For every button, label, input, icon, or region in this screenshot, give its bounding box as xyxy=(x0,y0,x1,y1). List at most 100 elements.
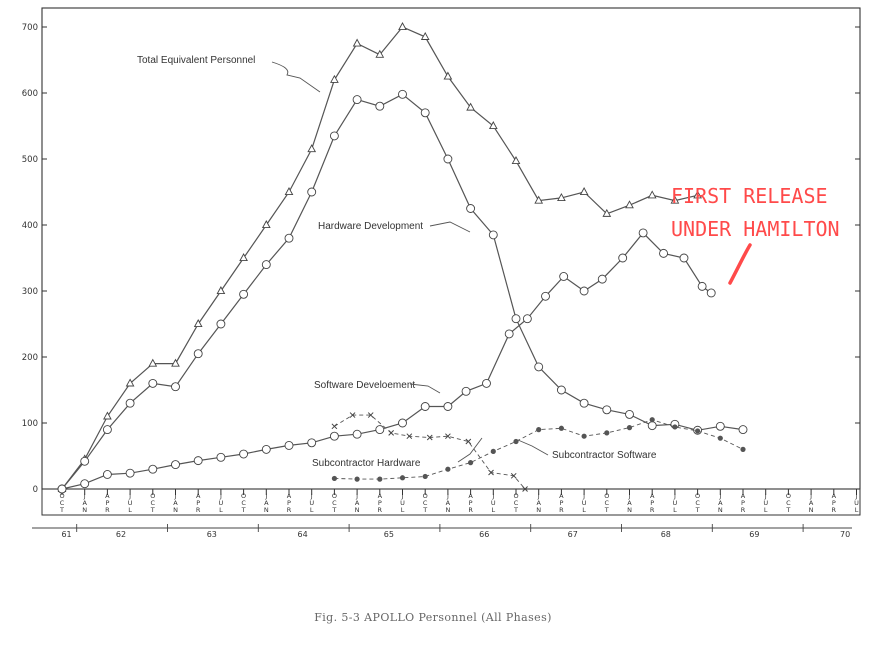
data-point xyxy=(284,187,294,196)
data-point xyxy=(558,425,565,431)
data-point xyxy=(331,475,337,482)
data-point xyxy=(618,253,628,263)
year-label: 67 xyxy=(568,530,578,539)
data-point xyxy=(80,479,90,489)
data-point xyxy=(534,195,544,204)
highlight-pointer xyxy=(728,243,752,285)
highlight-line-1: FIRST RELEASE xyxy=(671,184,828,208)
series-software-development xyxy=(57,228,716,494)
data-point xyxy=(557,193,566,201)
y-tick-label: 300 xyxy=(22,287,38,297)
series-line xyxy=(61,93,744,490)
data-point xyxy=(171,382,180,392)
data-point xyxy=(307,187,317,197)
data-point xyxy=(398,22,407,31)
data-point xyxy=(216,286,226,295)
data-point xyxy=(482,378,491,388)
y-axis: 0 100 200 300 400 500 600 700 xyxy=(22,23,860,495)
year-label: 68 xyxy=(661,530,671,539)
data-point xyxy=(466,204,476,213)
data-point xyxy=(352,38,362,47)
y-tick-label: 100 xyxy=(22,419,38,429)
series-subcontractor-software xyxy=(331,417,746,482)
annotation-subcontractor-hardware: Subcontractor Hardware xyxy=(312,458,421,469)
data-point xyxy=(330,74,339,83)
data-point xyxy=(398,89,407,99)
data-point xyxy=(579,398,589,408)
data-point xyxy=(466,102,475,111)
data-point xyxy=(171,460,180,470)
data-point xyxy=(354,476,360,482)
data-point xyxy=(465,438,472,445)
data-point xyxy=(511,156,521,165)
data-point xyxy=(602,208,612,217)
data-point xyxy=(406,433,413,440)
data-point xyxy=(536,427,542,433)
data-point xyxy=(329,131,339,141)
data-point xyxy=(522,486,528,492)
data-point xyxy=(148,358,158,367)
data-point xyxy=(80,456,90,466)
year-label: 64 xyxy=(298,530,308,539)
data-point xyxy=(522,314,532,324)
data-point xyxy=(307,144,317,153)
data-point xyxy=(445,433,451,440)
annotation-subcontractor-software: Subcontractor Software xyxy=(552,450,657,461)
figure-caption: Fig. 5-3 APOLLO Personnel (All Phases) xyxy=(314,611,552,624)
series-layer xyxy=(57,22,748,494)
data-point xyxy=(697,281,707,291)
data-point xyxy=(388,430,395,436)
data-point xyxy=(679,253,689,263)
data-point xyxy=(284,233,294,243)
data-point xyxy=(193,349,203,359)
y-tick-label: 200 xyxy=(22,353,38,363)
data-point xyxy=(513,438,519,445)
data-point xyxy=(193,456,203,466)
data-point xyxy=(375,101,385,111)
data-point xyxy=(604,430,610,436)
series-hardware-development xyxy=(57,89,748,494)
year-label: 65 xyxy=(384,530,394,539)
data-point xyxy=(148,464,158,474)
data-point xyxy=(443,154,453,164)
data-point xyxy=(670,195,680,204)
data-point xyxy=(625,409,634,419)
data-point xyxy=(581,433,587,439)
y-tick-label: 700 xyxy=(22,23,38,33)
data-point xyxy=(672,424,678,430)
y-tick-label: 500 xyxy=(22,155,38,165)
series-total-equivalent-personnel xyxy=(57,22,702,493)
data-point xyxy=(331,423,338,430)
data-point xyxy=(740,446,746,452)
series-line xyxy=(334,414,526,490)
data-point xyxy=(57,484,67,494)
data-point xyxy=(375,49,385,58)
data-point xyxy=(171,358,180,367)
data-point xyxy=(695,428,701,434)
data-point xyxy=(261,444,271,454)
year-label: 69 xyxy=(749,530,759,539)
annotation-hardware-development: Hardware Development xyxy=(318,221,423,232)
data-point xyxy=(420,402,430,411)
data-point xyxy=(738,425,748,435)
data-point xyxy=(422,473,428,480)
y-tick-label: 600 xyxy=(22,89,38,99)
